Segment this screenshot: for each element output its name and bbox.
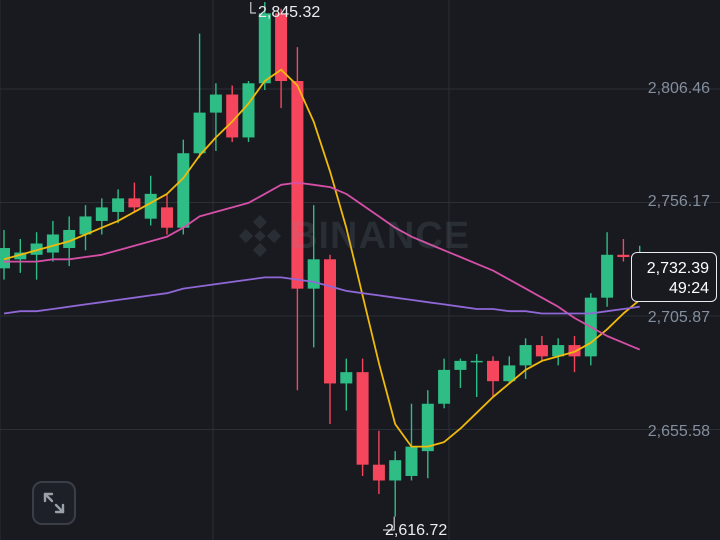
candle-up bbox=[30, 232, 43, 280]
current-price-box: 2,732.39 49:24 bbox=[631, 252, 717, 302]
candle-body bbox=[389, 460, 402, 481]
candle-down bbox=[226, 85, 239, 142]
low-price-label: 2,616.72 bbox=[385, 522, 448, 539]
moving-averages bbox=[3, 68, 641, 448]
candle-up bbox=[601, 232, 614, 307]
candle-body bbox=[372, 464, 385, 481]
candle-body bbox=[421, 403, 434, 452]
candle-down bbox=[372, 430, 385, 495]
candle-down bbox=[291, 47, 304, 391]
candle-up bbox=[14, 238, 27, 273]
candle-down bbox=[617, 238, 630, 262]
watermark-text: BINANCE bbox=[290, 214, 471, 257]
candle-up bbox=[405, 403, 418, 481]
candle-body bbox=[470, 360, 483, 363]
candle-body bbox=[112, 198, 125, 212]
y-tick-label: 2,705.87 bbox=[647, 309, 710, 326]
candle-body bbox=[95, 207, 108, 221]
candle-body bbox=[209, 94, 222, 113]
candle-up bbox=[470, 354, 483, 397]
candle-body bbox=[568, 345, 581, 357]
candle-body bbox=[340, 372, 353, 384]
candle-up bbox=[438, 358, 451, 409]
low-leader-line bbox=[383, 516, 395, 531]
candle-up bbox=[242, 81, 255, 142]
candle-up bbox=[0, 229, 10, 280]
candle-body bbox=[242, 83, 255, 138]
candle-up bbox=[519, 338, 532, 379]
candle-down bbox=[356, 358, 369, 476]
candle-body bbox=[46, 234, 59, 253]
watermark: BINANCE bbox=[238, 214, 470, 258]
candle-body bbox=[177, 153, 190, 228]
candle-body bbox=[405, 446, 418, 476]
fullscreen-button[interactable] bbox=[32, 481, 76, 525]
candle-body bbox=[63, 229, 76, 249]
candle-up bbox=[79, 205, 92, 251]
candle-up bbox=[340, 358, 353, 411]
candle-body bbox=[535, 345, 548, 357]
y-tick-label: 2,806.46 bbox=[647, 80, 710, 97]
ma-line bbox=[4, 181, 641, 351]
candle-up bbox=[389, 451, 402, 517]
candle-body bbox=[617, 254, 630, 258]
candle-body bbox=[324, 259, 336, 384]
candle-body bbox=[487, 360, 499, 382]
candle-body bbox=[30, 243, 43, 255]
candle-body bbox=[258, 13, 271, 84]
high-leader-line bbox=[250, 2, 256, 14]
current-price: 2,732.39 bbox=[646, 260, 709, 277]
candle-body bbox=[601, 254, 614, 298]
candle-down bbox=[324, 254, 336, 425]
candle-down bbox=[535, 336, 548, 361]
candle-up bbox=[421, 390, 434, 479]
candle-countdown: 49:24 bbox=[668, 280, 709, 297]
ma-line bbox=[3, 68, 641, 448]
y-tick-label: 2,756.17 bbox=[647, 193, 710, 210]
candle-down bbox=[161, 193, 173, 235]
candle-up bbox=[46, 220, 59, 262]
candle-up bbox=[454, 358, 467, 388]
candle-down bbox=[568, 336, 581, 373]
candle-down bbox=[128, 182, 141, 212]
candle-up bbox=[177, 139, 190, 235]
candle-body bbox=[519, 345, 532, 366]
candle-body bbox=[438, 369, 451, 404]
candles bbox=[0, 2, 646, 517]
candle-down bbox=[275, 8, 288, 109]
candle-body bbox=[307, 259, 320, 289]
candle-body bbox=[356, 372, 369, 465]
candle-up bbox=[503, 356, 516, 384]
candle-body bbox=[161, 207, 173, 228]
y-tick-label: 2,655.58 bbox=[647, 423, 710, 440]
candle-body bbox=[503, 365, 516, 382]
candle-up bbox=[258, 2, 271, 91]
candle-body bbox=[144, 193, 157, 219]
candle-up bbox=[193, 33, 206, 158]
candle-body bbox=[291, 81, 304, 289]
high-price-label: 2,845.32 bbox=[258, 4, 321, 21]
candle-body bbox=[275, 13, 288, 82]
expand-arrows-icon bbox=[43, 492, 65, 514]
binance-logo-icon bbox=[238, 214, 282, 258]
candle-body bbox=[128, 198, 141, 208]
candle-body bbox=[226, 94, 239, 138]
candle-up bbox=[144, 175, 157, 226]
candle-body bbox=[14, 252, 27, 260]
candle-down bbox=[487, 356, 499, 397]
candle-body bbox=[552, 345, 565, 357]
candle-body bbox=[454, 360, 467, 370]
candle-up bbox=[112, 189, 125, 224]
candle-body bbox=[79, 216, 92, 235]
candle-body bbox=[193, 112, 206, 154]
ma-line bbox=[3, 276, 640, 315]
candle-up bbox=[552, 338, 565, 366]
candle-up bbox=[209, 83, 222, 151]
